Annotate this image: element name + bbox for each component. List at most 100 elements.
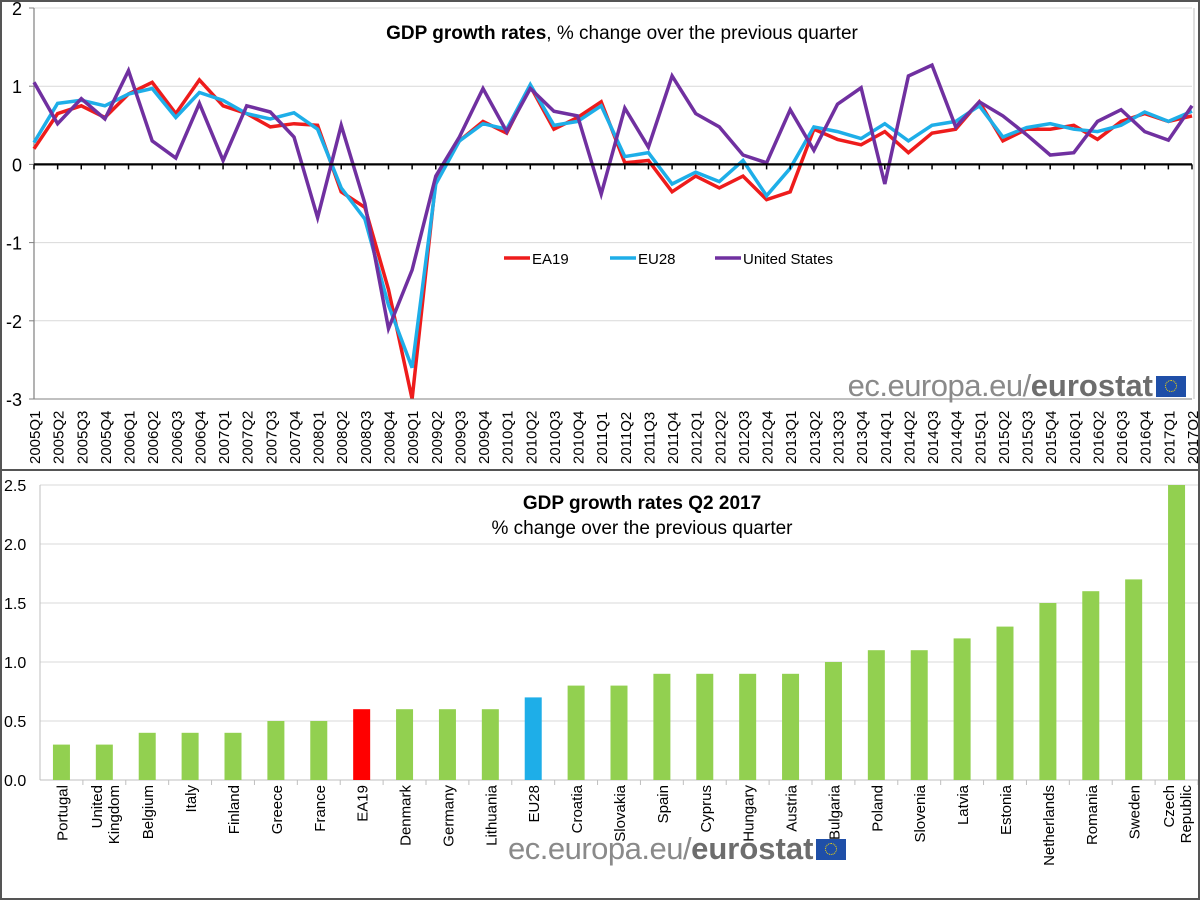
bar-czech-republic <box>1168 485 1186 780</box>
x-tick-label: 2009Q4 <box>476 411 493 464</box>
bar-france <box>310 721 328 780</box>
bar-greece <box>267 721 285 780</box>
x-tick-label: 2006Q4 <box>192 411 209 464</box>
x-tick-label: Slovakia <box>612 784 629 841</box>
bar-poland <box>867 650 885 780</box>
y-tick-label: -3 <box>6 390 22 410</box>
x-tick-label: 2015Q2 <box>996 411 1013 464</box>
x-tick-label: Kingdom <box>106 785 123 844</box>
series-line-united-states <box>32 62 1194 335</box>
chart-subtitle: % change over the previous quarter <box>491 518 793 539</box>
y-tick-label: -2 <box>6 312 22 332</box>
eu-flag-icon <box>1156 375 1186 397</box>
line-chart: 2 1 0 -1 -2 -3 GDP growth rates, % change over… <box>6 2 1198 464</box>
bar-germany <box>438 709 456 780</box>
x-tick-label: Latvia <box>955 784 972 825</box>
x-tick-label: Germany <box>440 785 457 847</box>
x-tick-label: Sweden <box>1127 785 1144 839</box>
x-tick-label: Spain <box>655 785 672 823</box>
x-tick-label: 2008Q2 <box>334 411 351 464</box>
x-tick-label: Hungary <box>741 785 758 842</box>
y-tick-label: 1.0 <box>4 655 26 672</box>
x-tick-label: Republic <box>1178 785 1195 844</box>
legend-label: United States <box>743 251 833 268</box>
x-tick-label: 2008Q4 <box>381 411 398 464</box>
bar-finland <box>224 732 242 780</box>
x-tick-label: 2016Q4 <box>1138 411 1155 464</box>
x-tick-label: EA19 <box>355 785 372 822</box>
x-tick-label: 2011Q3 <box>641 412 658 464</box>
legend-label: EU28 <box>638 251 676 268</box>
x-tick-label: 2005Q4 <box>98 411 115 464</box>
x-tick-label: 2011Q4 <box>665 412 682 464</box>
x-tick-label: Denmark <box>398 785 415 846</box>
bar-united-kingdom <box>95 744 113 780</box>
x-tick-label: 2009Q3 <box>452 411 469 464</box>
x-tick-label: United <box>89 785 106 828</box>
x-tick-label: 2012Q2 <box>712 411 729 464</box>
bar-bulgaria <box>824 662 842 780</box>
x-tick-label: Lithuania <box>483 784 500 846</box>
logo-brand: eurostat <box>1030 368 1153 403</box>
legend-label: EA19 <box>532 251 569 268</box>
x-tick-label: 2010Q2 <box>523 411 540 464</box>
x-tick-label: Bulgaria <box>826 784 843 840</box>
x-tick-label: 2016Q3 <box>1114 411 1131 464</box>
series-line-eu28 <box>32 80 1193 369</box>
bar-sweden <box>1125 579 1143 780</box>
x-tick-label: Greece <box>269 785 286 834</box>
x-tick-label: 2009Q2 <box>429 411 446 464</box>
bar-lithuania <box>481 709 499 780</box>
line-chart-panel: 2 1 0 -1 -2 -3 GDP growth rates, % change over… <box>0 0 1200 470</box>
x-tick-label: 2010Q4 <box>571 411 588 464</box>
bar-slovakia <box>610 685 628 780</box>
bar-romania <box>1082 591 1100 780</box>
bar-netherlands <box>1039 603 1057 780</box>
bar-italy <box>181 732 199 780</box>
x-tick-label: 2009Q1 <box>405 411 422 464</box>
x-tick-label: 2013Q3 <box>831 411 848 464</box>
eurostat-logo: ec.europa.eu/eurostat <box>848 368 1186 404</box>
x-tick-label: 2006Q3 <box>169 411 186 464</box>
x-tick-label: 2017Q1 <box>1161 411 1178 464</box>
x-tick-label: Italy <box>183 785 200 813</box>
x-tick-label: 2005Q2 <box>51 411 68 464</box>
x-tick-label: 2006Q2 <box>145 411 162 464</box>
eu-flag-icon <box>816 838 847 860</box>
x-tick-label: Croatia <box>569 784 586 833</box>
chart-title-bold: GDP growth rates <box>386 23 546 44</box>
bar-belgium <box>138 732 156 780</box>
x-tick-label: 2014Q3 <box>925 411 942 464</box>
x-tick-label: Portugal <box>54 785 71 841</box>
x-tick-label: Belgium <box>140 785 157 839</box>
y-tick-label: 2.0 <box>4 537 26 554</box>
y-tick-label: 1 <box>12 77 22 97</box>
chart-title: GDP growth rates, % change over the prev… <box>386 23 858 44</box>
x-tick-label: Slovenia <box>912 784 929 842</box>
x-tick-label: Czech <box>1161 785 1178 828</box>
bar-cyprus <box>696 673 714 780</box>
x-tick-label: 2007Q2 <box>240 411 257 464</box>
x-tick-label: 2008Q3 <box>358 411 375 464</box>
x-tick-label: Estonia <box>998 784 1015 835</box>
y-tick-label: 2.5 <box>4 478 26 495</box>
x-tick-label: 2013Q1 <box>783 411 800 464</box>
x-tick-label: 2014Q1 <box>878 411 895 464</box>
x-tick-label: 2011Q2 <box>618 412 635 464</box>
chart-title: GDP growth rates Q2 2017 <box>523 493 761 514</box>
x-tick-label: EU28 <box>526 785 543 823</box>
x-tick-label: 2007Q4 <box>287 411 304 464</box>
x-tick-label: 2008Q1 <box>311 411 328 464</box>
y-tick-label: -1 <box>6 234 22 254</box>
x-tick-label: 2015Q4 <box>1043 411 1060 464</box>
x-tick-label: 2012Q1 <box>689 411 706 464</box>
x-tick-label: 2005Q3 <box>74 411 91 464</box>
x-tick-label: 2007Q1 <box>216 411 233 464</box>
x-tick-label: 2013Q2 <box>807 411 824 464</box>
x-tick-label: 2005Q1 <box>27 411 44 464</box>
chart-title-rest: , % change over the previous quarter <box>546 23 858 44</box>
bar-austria <box>782 673 800 780</box>
x-tick-label: Austria <box>784 784 801 831</box>
x-tick-label: 2017Q2 <box>1185 411 1198 464</box>
x-tick-label: 2014Q4 <box>949 411 966 464</box>
